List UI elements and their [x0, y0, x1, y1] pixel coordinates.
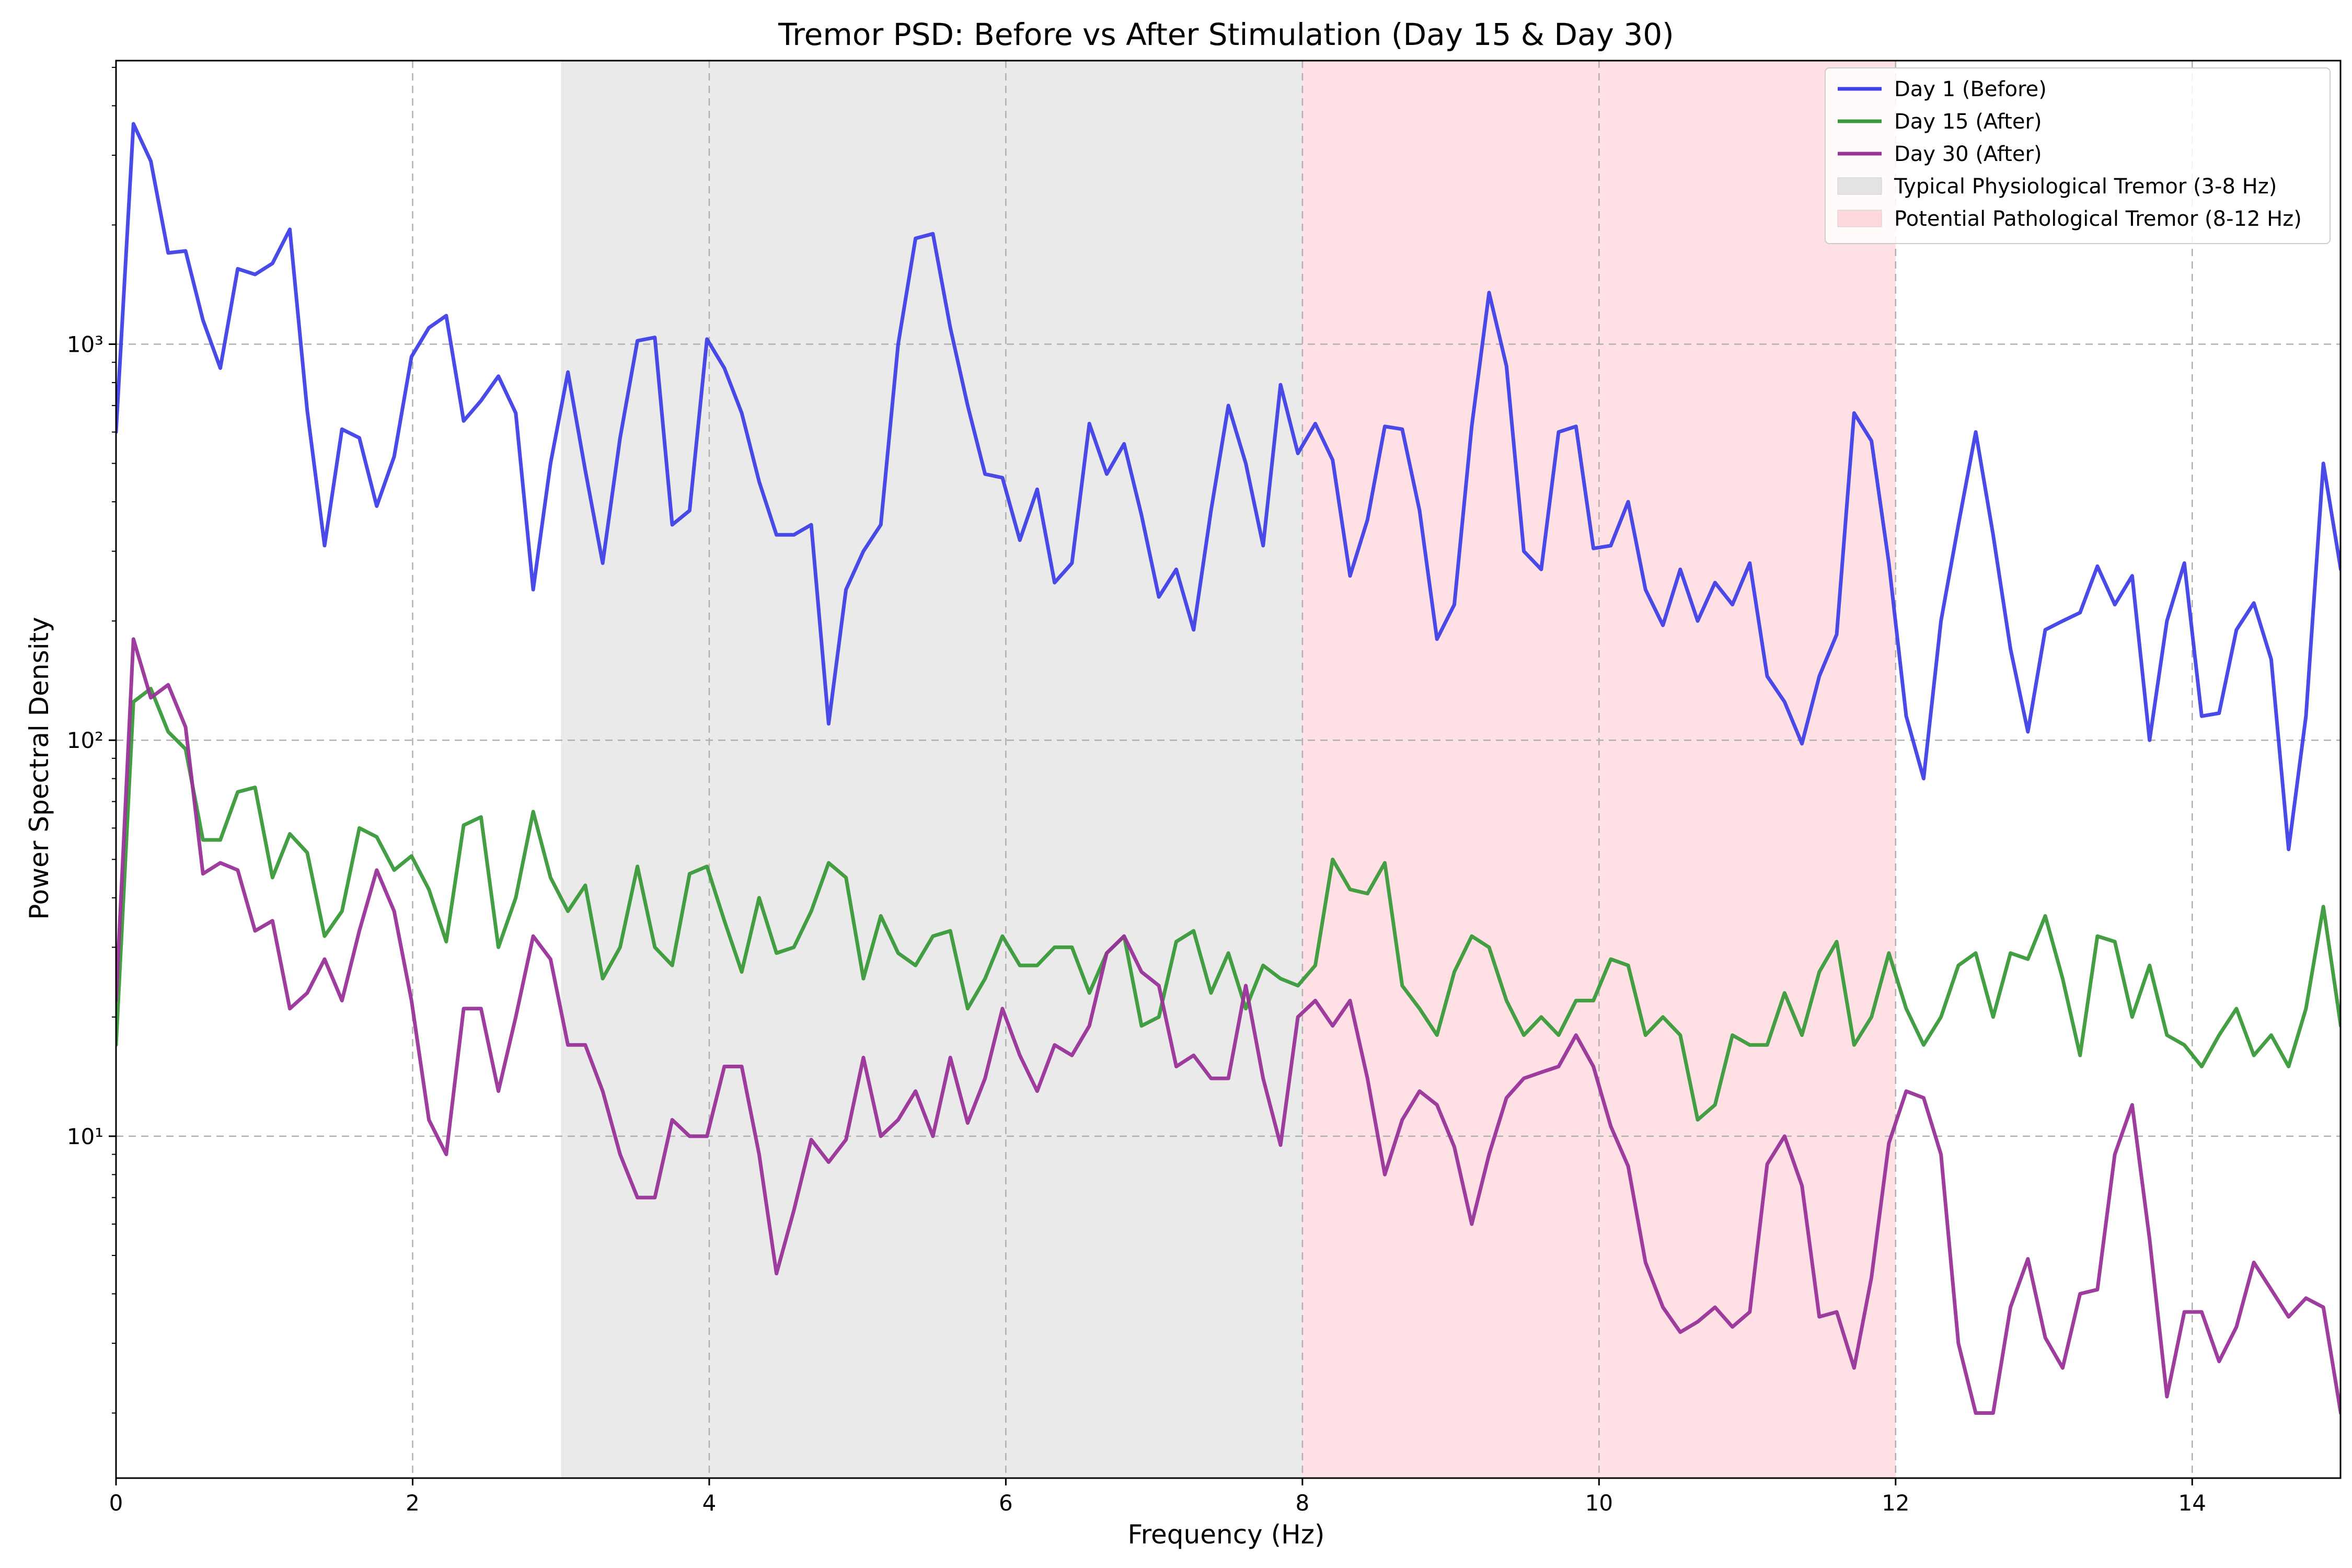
x-tick-label: 4 [702, 1490, 717, 1516]
legend-label: Potential Pathological Tremor (8-12 Hz) [1894, 207, 2302, 231]
legend-label: Typical Physiological Tremor (3-8 Hz) [1894, 175, 2277, 199]
x-axis-title: Frequency (Hz) [1127, 1519, 1324, 1550]
y-tick-label: 10² [67, 728, 103, 753]
series-line-day30 [116, 637, 2341, 1415]
y-axis-title: Power Spectral Density [24, 617, 54, 919]
series-line-day15 [116, 687, 2341, 1122]
y-tick-label: 10¹ [67, 1124, 103, 1149]
legend-swatch-band [1837, 177, 1882, 195]
plot-area: 0 2 4 6 8 10 12 14 10¹ 10² 10³ Day 1 (Before) Day 15… [67, 60, 2342, 1516]
x-tick-label: 8 [1295, 1490, 1309, 1516]
x-tick-label: 2 [406, 1490, 420, 1516]
legend-swatch-band [1837, 210, 1882, 227]
legend-label: Day 15 (After) [1894, 110, 2042, 134]
plot-frame [115, 60, 2342, 1479]
x-tick-label: 12 [1882, 1490, 1909, 1516]
x-tick-label: 10 [1585, 1490, 1613, 1516]
legend-label: Day 30 (After) [1894, 142, 2042, 166]
band-physiological [561, 61, 1302, 1478]
legend-box [1825, 67, 2331, 244]
legend-label: Day 1 (Before) [1894, 77, 2047, 101]
x-tick-label: 0 [109, 1490, 123, 1516]
x-tick-label: 14 [2178, 1490, 2206, 1516]
y-tick-label: 10³ [67, 332, 103, 358]
x-tick-label: 6 [999, 1490, 1013, 1516]
chart-title: Tremor PSD: Before vs After Stimulation … [778, 17, 1674, 52]
series-line-day1 [116, 122, 2341, 851]
